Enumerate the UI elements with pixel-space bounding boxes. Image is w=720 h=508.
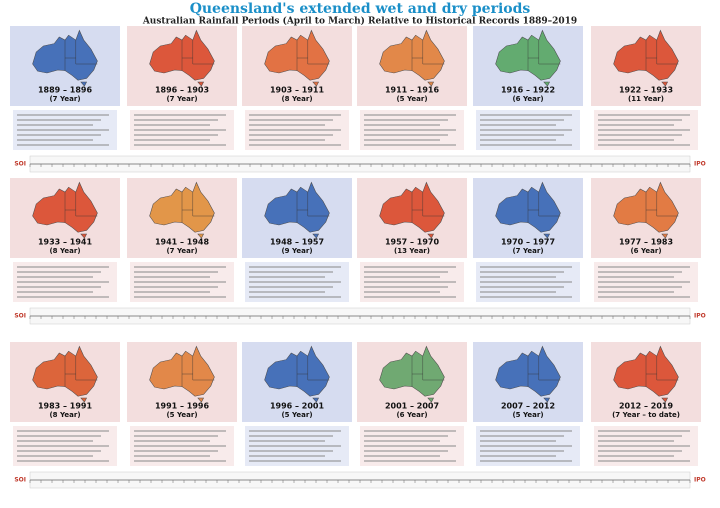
- state-borders: [645, 356, 679, 387]
- state-borders: [645, 192, 679, 223]
- duration-label: (8 Year): [49, 247, 80, 255]
- map: [379, 29, 445, 87]
- duration-label: (7 Year – to date): [612, 411, 680, 419]
- state-borders: [181, 40, 215, 71]
- state-borders: [64, 40, 98, 71]
- duration-label: (7 Year): [49, 95, 80, 103]
- map: [32, 29, 98, 87]
- state-borders: [411, 40, 445, 71]
- timeline-label-right: IPO: [694, 313, 706, 320]
- map: [613, 181, 679, 239]
- map: [149, 181, 215, 239]
- duration-label: (8 Year): [49, 411, 80, 419]
- period-label: 1977 – 1983: [619, 238, 673, 247]
- timeline-label-right: IPO: [694, 477, 706, 484]
- timeline-label-left: SOI: [14, 477, 26, 484]
- state-borders: [181, 356, 215, 387]
- period-label: 1970 – 1977: [501, 238, 555, 247]
- map: [495, 181, 561, 239]
- period-label: 2012 – 2019: [619, 402, 674, 411]
- map: [613, 345, 679, 403]
- state-borders: [64, 356, 98, 387]
- state-borders: [181, 192, 215, 223]
- map: [379, 345, 445, 403]
- period-label: 1889 – 1896: [38, 86, 93, 95]
- duration-label: (6 Year): [630, 247, 661, 255]
- period-label: 1911 – 1916: [385, 86, 440, 95]
- duration-label: (5 Year): [396, 95, 427, 103]
- map: [264, 181, 330, 239]
- map: [495, 29, 561, 87]
- map: [149, 29, 215, 87]
- state-borders: [645, 40, 679, 71]
- period-label: 1948 – 1957: [270, 238, 324, 247]
- period-label: 2007 – 2012: [501, 402, 555, 411]
- period-label: 1922 – 1933: [619, 86, 673, 95]
- map: [495, 345, 561, 403]
- state-borders: [527, 356, 561, 387]
- timeline-label-right: IPO: [694, 161, 706, 168]
- duration-label: (5 Year): [281, 411, 312, 419]
- period-label: 1983 – 1991: [38, 402, 93, 411]
- duration-label: (7 Year): [166, 95, 197, 103]
- duration-label: (6 Year): [396, 411, 427, 419]
- state-borders: [411, 356, 445, 387]
- map: [264, 29, 330, 87]
- period-label: 1916 – 1922: [501, 86, 555, 95]
- map: [149, 345, 215, 403]
- duration-label: (7 Year): [166, 247, 197, 255]
- timeline-label-left: SOI: [14, 313, 26, 320]
- subtitle: Australian Rainfall Periods (April to Ma…: [142, 16, 577, 27]
- period-label: 1903 – 1911: [270, 86, 325, 95]
- period-label: 2001 – 2007: [385, 402, 439, 411]
- map: [613, 29, 679, 87]
- map: [32, 181, 98, 239]
- state-borders: [527, 40, 561, 71]
- duration-label: (6 Year): [512, 95, 543, 103]
- duration-label: (8 Year): [281, 95, 312, 103]
- duration-label: (5 Year): [166, 411, 197, 419]
- duration-label: (5 Year): [512, 411, 543, 419]
- duration-label: (11 Year): [628, 95, 664, 103]
- state-borders: [296, 356, 330, 387]
- state-borders: [527, 192, 561, 223]
- duration-label: (7 Year): [512, 247, 543, 255]
- period-label: 1941 – 1948: [155, 238, 210, 247]
- map: [379, 181, 445, 239]
- title: Queensland's extended wet and dry period…: [190, 1, 531, 17]
- state-borders: [64, 192, 98, 223]
- duration-label: (9 Year): [281, 247, 312, 255]
- map: [264, 345, 330, 403]
- period-label: 1957 – 1970: [385, 238, 440, 247]
- state-borders: [296, 192, 330, 223]
- duration-label: (13 Year): [394, 247, 430, 255]
- state-borders: [411, 192, 445, 223]
- timeline-label-left: SOI: [14, 161, 26, 168]
- period-label: 1896 – 1903: [155, 86, 209, 95]
- period-label: 1996 – 2001: [270, 402, 325, 411]
- map: [32, 345, 98, 403]
- period-label: 1933 – 1941: [38, 238, 93, 247]
- period-label: 1991 – 1996: [155, 402, 210, 411]
- state-borders: [296, 40, 330, 71]
